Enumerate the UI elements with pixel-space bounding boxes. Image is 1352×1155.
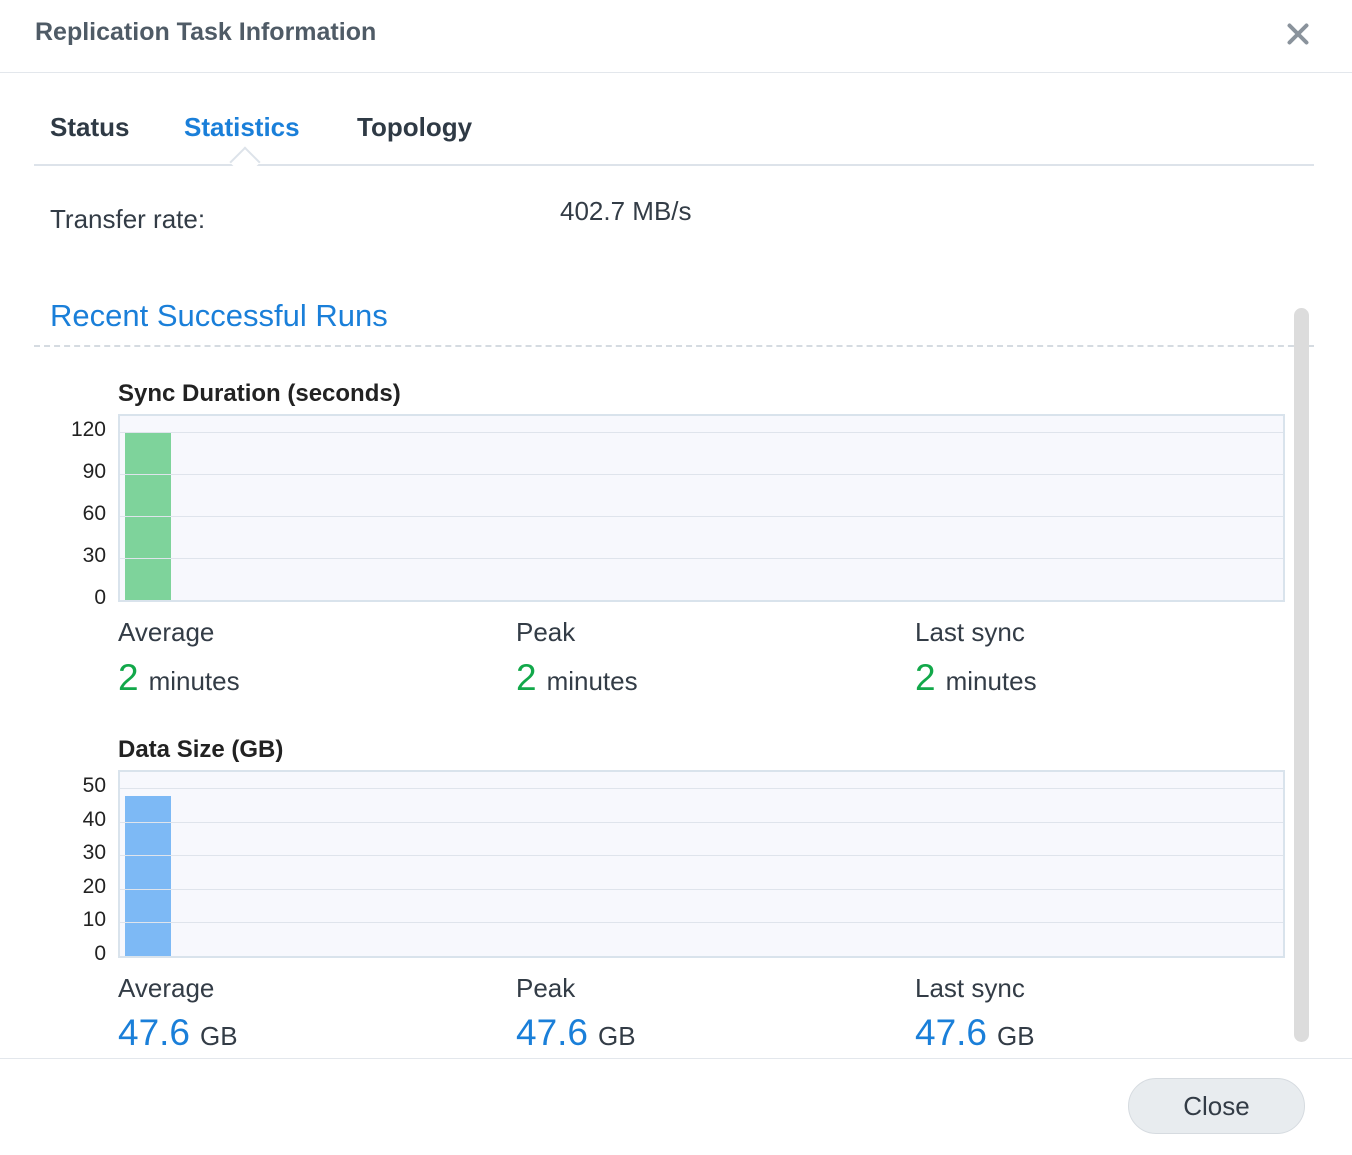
duration-peak-label: Peak	[516, 617, 576, 647]
transfer-rate-value: 402.7 MB/s	[560, 196, 692, 226]
size-peak-value: 47.6 GB	[516, 1012, 636, 1054]
gridline	[120, 821, 1283, 823]
gridline	[120, 888, 1283, 890]
size-last-sync-value: 47.6 GB	[915, 1012, 1035, 1054]
gridline	[120, 474, 1283, 475]
duration-last-sync-value: 2 minutes	[915, 657, 1037, 699]
sync-duration-chart-title: Sync Duration (seconds)	[118, 380, 401, 407]
section-title: Recent Successful Runs	[50, 298, 388, 333]
y-tick: 60	[82, 502, 106, 525]
tab-topology[interactable]: Topology	[357, 112, 473, 142]
y-tick: 0	[94, 942, 106, 965]
transfer-rate-label: Transfer rate:	[50, 204, 206, 234]
gridline	[120, 516, 1283, 517]
data-size-chart	[118, 770, 1285, 958]
tab-status[interactable]: Status	[50, 112, 130, 142]
duration-average-label: Average	[118, 617, 215, 647]
close-icon[interactable]	[1282, 18, 1314, 50]
y-tick: 90	[82, 460, 106, 483]
y-tick: 20	[82, 874, 106, 898]
tab-statistics[interactable]: Statistics	[184, 112, 300, 142]
gridline	[120, 922, 1283, 924]
size-peak-label: Peak	[516, 973, 576, 1003]
size-average-unit: GB	[200, 1021, 238, 1051]
size-last-sync-label: Last sync	[915, 973, 1025, 1003]
section-divider	[34, 345, 1314, 347]
duration-average-value: 2 minutes	[118, 657, 240, 699]
size-average-number: 47.6	[118, 1012, 191, 1053]
size-last-sync-number: 47.6	[915, 1012, 988, 1053]
duration-peak-value: 2 minutes	[516, 657, 638, 699]
y-tick: 120	[70, 418, 106, 441]
dialog-title: Replication Task Information	[35, 18, 377, 46]
sync-duration-chart	[118, 414, 1285, 602]
y-tick: 50	[82, 774, 106, 797]
y-tick: 30	[82, 544, 106, 567]
tab-bar: Status Statistics Topology	[34, 96, 1314, 178]
size-average-value: 47.6 GB	[118, 1012, 238, 1054]
y-tick: 30	[82, 841, 106, 865]
duration-average-unit: minutes	[148, 666, 240, 696]
gridline	[120, 558, 1283, 559]
duration-average-number: 2	[118, 657, 139, 698]
vertical-scrollbar[interactable]	[1294, 308, 1309, 1042]
dialog-footer	[0, 1058, 1352, 1155]
duration-last-sync-unit: minutes	[945, 666, 1037, 696]
gridline	[120, 855, 1283, 857]
dialog-titlebar: Replication Task Information	[0, 0, 1352, 73]
duration-last-sync-label: Last sync	[915, 617, 1025, 647]
gridline	[120, 432, 1283, 433]
size-peak-number: 47.6	[516, 1012, 589, 1053]
size-peak-unit: GB	[598, 1021, 636, 1051]
active-tab-indicator	[229, 146, 261, 178]
gridline	[120, 788, 1283, 789]
y-tick: 10	[82, 908, 106, 932]
duration-peak-unit: minutes	[546, 666, 638, 696]
data-size-chart-title: Data Size (GB)	[118, 736, 284, 763]
data-size-bar	[125, 796, 171, 956]
y-tick: 0	[94, 586, 106, 609]
duration-peak-number: 2	[516, 657, 537, 698]
duration-last-sync-number: 2	[915, 657, 936, 698]
size-average-label: Average	[118, 973, 215, 1003]
close-button[interactable]: Close	[1128, 1078, 1305, 1134]
size-last-sync-unit: GB	[997, 1021, 1035, 1051]
y-tick: 40	[82, 807, 106, 831]
